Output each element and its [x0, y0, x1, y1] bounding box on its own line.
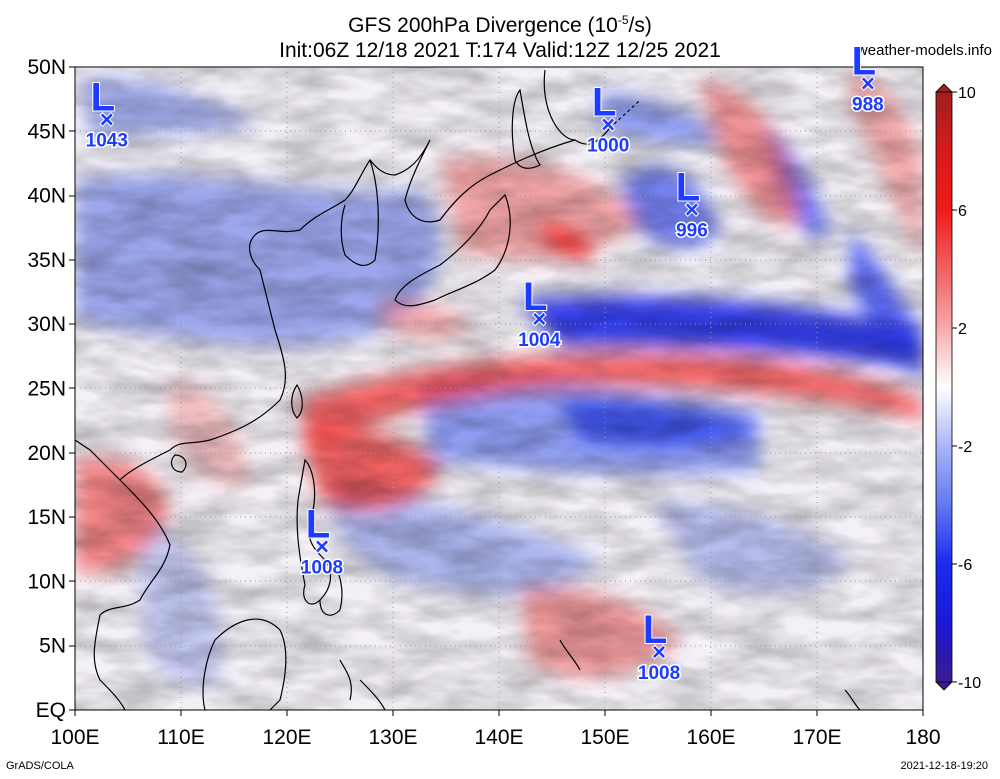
- low-marker: L×1043: [84, 74, 129, 153]
- longitude-label: 130E: [368, 726, 417, 749]
- low-letter: L: [306, 502, 330, 546]
- low-marker: L×996: [675, 164, 710, 243]
- latitude-label: EQ: [36, 699, 66, 722]
- low-pressure-value: 1004: [518, 330, 561, 351]
- latitude-label: 10N: [27, 570, 66, 593]
- low-letter: L: [592, 81, 616, 125]
- latitude-label: 5N: [39, 635, 66, 658]
- low-letter: L: [676, 165, 700, 209]
- longitude-label: 150E: [580, 726, 629, 749]
- graticule: [75, 67, 923, 710]
- colorbar-label: 10: [958, 85, 976, 102]
- low-center-cross-icon: ×: [861, 70, 875, 97]
- tick-marks: [69, 66, 924, 716]
- low-pressure-value: 1000: [587, 136, 629, 157]
- longitude-label: 110E: [157, 726, 205, 749]
- low-pressure-value: 1043: [86, 130, 128, 151]
- footer-timestamp: 2021-12-18-19:20: [900, 760, 988, 772]
- longitude-label: 180: [905, 726, 940, 749]
- latitude-label: 25N: [27, 378, 66, 401]
- longitude-label: 170E: [792, 726, 841, 749]
- low-pressure-value: 1008: [638, 663, 680, 684]
- low-marker: L×1008: [636, 607, 681, 686]
- longitude-label: 120E: [262, 726, 311, 749]
- low-pressure-value: 1008: [301, 557, 343, 578]
- low-marker: L×1004: [517, 274, 563, 353]
- low-center-cross-icon: ×: [100, 106, 114, 133]
- latitude-label: 20N: [27, 442, 66, 465]
- low-marker: L×1008: [299, 501, 344, 580]
- low-center-cross-icon: ×: [601, 112, 615, 139]
- latitude-label: 35N: [27, 249, 66, 272]
- colorbar: 10 6 2 -2 -6 -10: [935, 83, 981, 692]
- low-pressure-value: 996: [676, 220, 708, 241]
- site-credit: weather-models.info: [856, 42, 992, 59]
- latitude-label: 40N: [27, 185, 66, 208]
- colorbar-label: -2: [958, 439, 972, 456]
- latitude-label: 50N: [27, 56, 66, 79]
- chart-title: GFS 200hPa Divergence (10-5/s): [348, 13, 652, 37]
- longitude-label: 160E: [686, 726, 735, 749]
- low-letter: L: [643, 608, 667, 652]
- divergence-field: [75, 67, 923, 710]
- low-pressure-value: 988: [852, 94, 884, 115]
- low-marker: L×1000: [586, 80, 631, 159]
- latitude-label: 15N: [27, 506, 66, 529]
- colorbar-label: 2: [958, 321, 967, 338]
- chart-subtitle: Init:06Z 12/18 2021 T:174 Valid:12Z 12/2…: [279, 39, 721, 62]
- longitude-label: 100E: [50, 726, 99, 749]
- colorbar-label: 6: [958, 203, 967, 220]
- coastlines: [75, 69, 861, 710]
- footer-credit: GrADS/COLA: [6, 760, 74, 772]
- low-letter: L: [91, 75, 115, 119]
- longitude-labels: 100E 110E 120E 130E 140E 150E 160E 170E 180: [50, 726, 940, 749]
- longitude-label: 140E: [474, 726, 523, 749]
- latitude-labels: 50N 45N 40N 35N 30N 25N 20N 15N 10N 5N EQ: [27, 56, 66, 722]
- low-letter: L: [523, 275, 547, 319]
- latitude-label: 30N: [27, 313, 66, 336]
- low-center-cross-icon: ×: [532, 306, 546, 333]
- colorbar-label: -10: [958, 675, 981, 692]
- low-center-cross-icon: ×: [652, 639, 666, 666]
- low-letter: L: [852, 39, 876, 83]
- low-center-cross-icon: ×: [685, 196, 699, 223]
- low-center-cross-icon: ×: [315, 533, 329, 560]
- colorbar-label: -6: [958, 557, 972, 574]
- latitude-label: 45N: [27, 120, 66, 143]
- low-marker: L×988: [851, 38, 886, 117]
